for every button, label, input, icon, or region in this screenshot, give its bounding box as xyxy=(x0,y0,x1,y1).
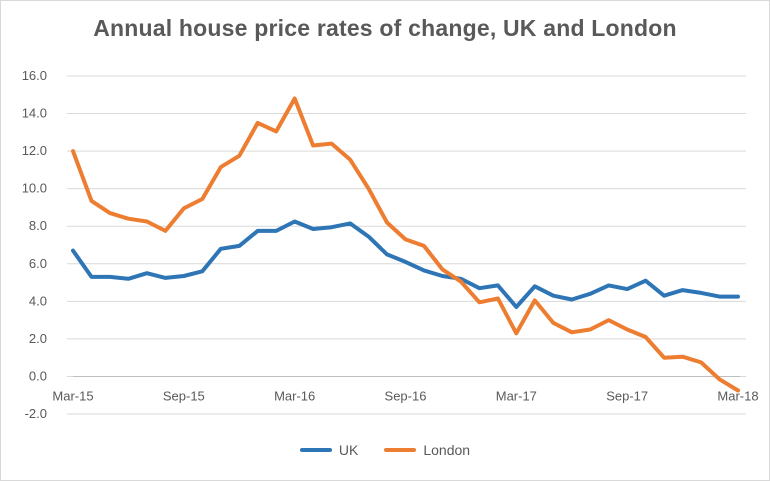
x-tick-label: Mar-17 xyxy=(496,388,537,403)
x-tick-label: Mar-15 xyxy=(52,388,93,403)
y-tick-label: 12.0 xyxy=(22,143,47,158)
y-tick-label: 0.0 xyxy=(29,368,47,383)
legend-item-uk: UK xyxy=(299,442,359,458)
y-tick-label: 6.0 xyxy=(29,256,47,271)
x-tick-label: Mar-16 xyxy=(274,388,315,403)
y-tick-label: 10.0 xyxy=(22,181,47,196)
series-line-london xyxy=(71,96,740,393)
series-line-uk xyxy=(71,219,740,309)
chart-legend: UK London xyxy=(1,442,769,458)
y-tick-label: 14.0 xyxy=(22,106,47,121)
x-tick-label: Mar-18 xyxy=(717,388,758,403)
x-tick-label: Sep-15 xyxy=(163,388,205,403)
y-tick-label: 4.0 xyxy=(29,293,47,308)
x-tick-label: Sep-17 xyxy=(606,388,648,403)
legend-swatch-london xyxy=(384,448,417,452)
legend-label-london: London xyxy=(423,442,471,458)
y-tick-label: 16.0 xyxy=(22,68,47,83)
y-tick-label: 8.0 xyxy=(29,218,47,233)
y-tick-label: -2.0 xyxy=(25,406,47,421)
legend-swatch-uk xyxy=(299,448,332,452)
legend-item-london: London xyxy=(384,442,470,458)
legend-label-uk: UK xyxy=(338,442,359,458)
y-tick-label: 2.0 xyxy=(29,331,47,346)
x-tick-label: Sep-16 xyxy=(385,388,427,403)
chart-title: Annual house price rates of change, UK a… xyxy=(93,15,677,41)
